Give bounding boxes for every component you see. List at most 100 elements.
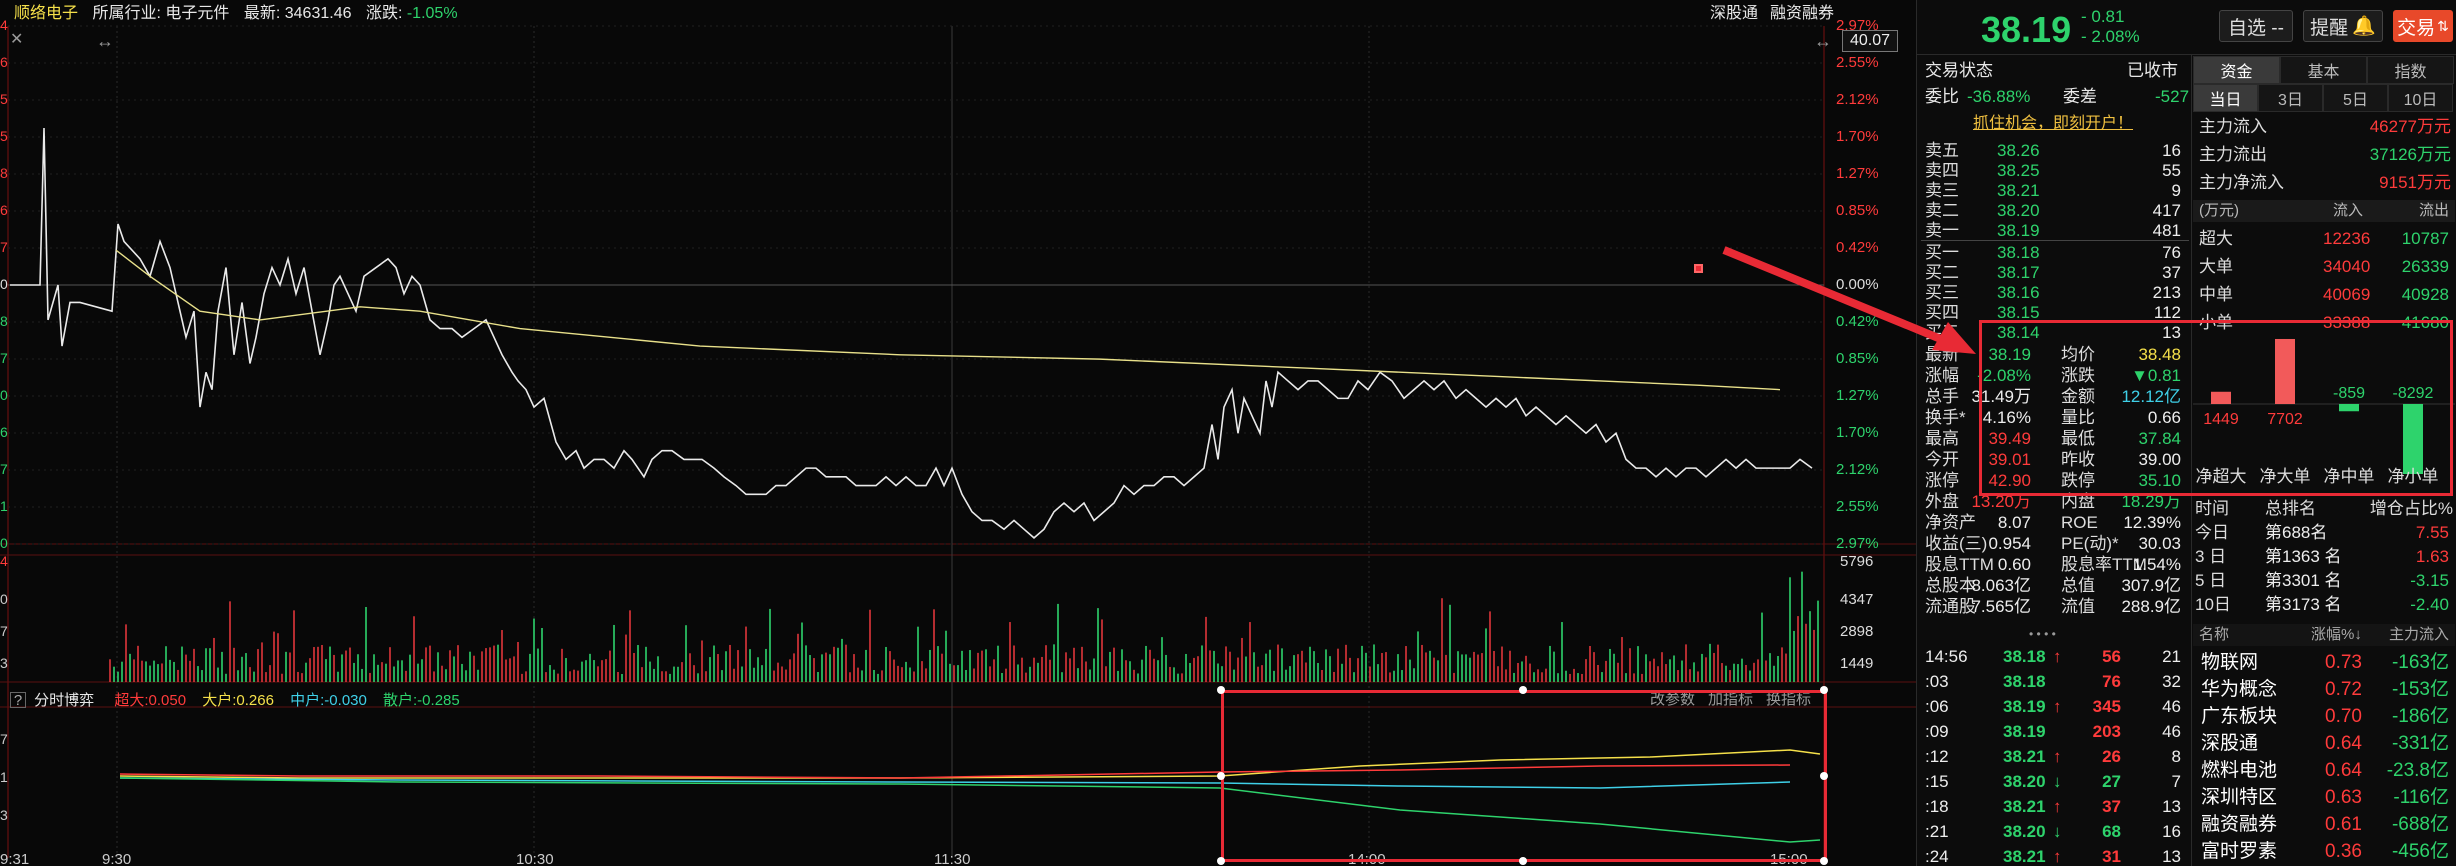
add-indicator-button[interactable]: 加指标 <box>1708 691 1754 708</box>
sector-row[interactable]: 广东板块 0.70 -186亿 <box>2193 706 2455 728</box>
order-level-label: 卖五 <box>1925 141 1959 160</box>
sector-header-pct[interactable]: 涨幅%↓ <box>2311 626 2362 643</box>
fund-tab[interactable]: 基本 <box>2280 56 2367 84</box>
order-volume: 55 <box>2162 161 2181 180</box>
handle-dot[interactable] <box>1820 857 1828 865</box>
intraday-chart-svg[interactable] <box>0 0 1916 866</box>
sell-row[interactable]: 卖三 38.21 9 <box>1917 180 2191 202</box>
buy-row[interactable]: 买三 38.16 213 <box>1917 282 2191 304</box>
sell-row[interactable]: 卖一 38.19 481 <box>1917 220 2191 242</box>
flow-out-value: 26339 <box>2401 257 2449 276</box>
sector-row[interactable]: 燃料电池 0.64 -23.8亿 <box>2193 760 2455 782</box>
stat-value: 30.03 <box>2138 534 2181 553</box>
period-tab[interactable]: 当日 <box>2193 84 2258 112</box>
tick-row[interactable]: :18 38.21 ↑ 37 13 <box>1917 796 2191 818</box>
stat-value: 38.48 <box>2138 345 2181 364</box>
stat-label: 最低 <box>2061 429 2095 448</box>
sector-row[interactable]: 富时罗素 0.36 -456亿 <box>2193 841 2455 863</box>
expand-icon[interactable]: ↔ <box>96 31 114 51</box>
volume-axis-left-label: 0 <box>0 591 8 607</box>
sector-flow: -163亿 <box>2391 652 2449 673</box>
more-dots-icon[interactable]: • • • • <box>2029 627 2056 641</box>
open-account-link[interactable]: 抓住机会，即刻开户！ <box>1973 115 2134 132</box>
sector-header-flow[interactable]: 主力流入 <box>2388 626 2449 643</box>
stat-value: 42.90 <box>1988 471 2031 490</box>
tick-row[interactable]: :24 38.21 ↑ 31 13 <box>1917 846 2191 866</box>
handle-dot[interactable] <box>1217 772 1225 780</box>
sector-name: 华为概念 <box>2201 679 2278 700</box>
handle-dot[interactable] <box>1820 772 1828 780</box>
expand-right-icon[interactable]: ↔ <box>1814 31 1832 51</box>
sector-row[interactable]: 华为概念 0.72 -153亿 <box>2193 679 2455 701</box>
link-margin[interactable]: 融资融券 <box>1770 5 1835 22</box>
tick-row[interactable]: :15 38.20 ↓ 27 7 <box>1917 771 2191 793</box>
marker-square[interactable] <box>1694 264 1703 273</box>
buy-row[interactable]: 买二 38.17 37 <box>1917 262 2191 284</box>
period-tab[interactable]: 3日 <box>2258 84 2323 112</box>
sector-header-name[interactable]: 名称 <box>2199 626 2230 643</box>
sell-row[interactable]: 卖二 38.20 417 <box>1917 200 2191 222</box>
handle-dot[interactable] <box>1820 686 1828 694</box>
trade-button[interactable]: 交易 ⇅ <box>2393 10 2453 42</box>
alert-button[interactable]: 提醒 🔔 <box>2303 10 2383 42</box>
favorite-button[interactable]: 自选 -- <box>2219 10 2293 42</box>
tick-row[interactable]: :09 38.19 203 46 <box>1917 721 2191 743</box>
tick-row[interactable]: 14:56 38.18 ↑ 56 21 <box>1917 646 2191 668</box>
stat-row: 涨幅 -2.08% 涨跌 ▼0.81 <box>1917 365 2191 387</box>
tick-row[interactable]: :21 38.20 ↓ 68 16 <box>1917 821 2191 843</box>
order-price: 38.14 <box>1997 323 2040 342</box>
handle-dot[interactable] <box>1217 686 1225 694</box>
change-value: -1.05% <box>406 5 458 22</box>
tick-row[interactable]: :06 38.19 ↑ 345 46 <box>1917 696 2191 718</box>
fund-tab[interactable]: 指数 <box>2367 56 2454 84</box>
sector-row[interactable]: 深圳特区 0.63 -116亿 <box>2193 787 2455 809</box>
order-price: 38.16 <box>1997 283 2040 302</box>
buy-row[interactable]: 买一 38.18 76 <box>1917 242 2191 264</box>
tick-row[interactable]: :03 38.18 76 32 <box>1917 671 2191 693</box>
status-value: 已收市 <box>2127 61 2178 80</box>
price-box: 40.07 <box>1842 30 1898 52</box>
sector-row[interactable]: 物联网 0.73 -163亿 <box>2193 652 2455 674</box>
rank-pct: 7.55 <box>2415 523 2449 542</box>
flow-label: 主力流出 <box>2199 145 2267 164</box>
handle-dot[interactable] <box>1217 857 1225 865</box>
buy-row[interactable]: 买四 38.15 112 <box>1917 302 2191 324</box>
sell-row[interactable]: 卖四 38.25 55 <box>1917 160 2191 182</box>
price-axis-label: 2.55% <box>1836 54 1879 71</box>
sector-row[interactable]: 融资融券 0.61 -688亿 <box>2193 814 2455 836</box>
period-tab[interactable]: 5日 <box>2323 84 2388 112</box>
stat-value: 0.66 <box>2147 408 2181 427</box>
price-axis-left-label: 7 <box>0 239 8 255</box>
quote-price: 38.19 <box>1981 9 2072 50</box>
change-param-button[interactable]: 改参数 <box>1650 691 1696 708</box>
sector-row[interactable]: 深股通 0.64 -331亿 <box>2193 733 2455 755</box>
rank-header-pct: 增仓占比% <box>2369 499 2453 518</box>
sell-row[interactable]: 卖五 38.26 16 <box>1917 140 2191 162</box>
time-axis-label: 11:30 <box>934 851 971 866</box>
quote-pct: - 2.08% <box>2081 27 2140 46</box>
chart-area[interactable]: 顺络电子 所属行业: 电子元件 最新: 34631.46 涨跌: -1.05% … <box>0 0 1916 866</box>
divider <box>2191 54 2192 866</box>
stat-label: PE(动)* <box>2061 534 2119 553</box>
tick-count: 46 <box>2162 722 2181 741</box>
period-tab[interactable]: 10日 <box>2388 84 2453 112</box>
order-volume: 481 <box>2152 221 2181 240</box>
fund-tab[interactable]: 资金 <box>2193 56 2280 84</box>
rank-pct: 1.63 <box>2415 547 2449 566</box>
switch-indicator-button[interactable]: 换指标 <box>1766 691 1812 708</box>
link-hk-connect[interactable]: 深股通 <box>1710 5 1759 22</box>
stat-label: 净资产 <box>1925 513 1976 532</box>
tick-volume: 27 <box>2102 772 2121 791</box>
tick-row[interactable]: :12 38.21 ↑ 26 8 <box>1917 746 2191 768</box>
close-icon[interactable]: ✕ <box>10 31 24 48</box>
rank-pct: -2.40 <box>2410 595 2449 614</box>
price-axis-label: 1.27% <box>1836 165 1879 182</box>
average-price-line <box>115 249 1781 391</box>
rank-header-time: 时间 <box>2195 499 2229 518</box>
price-axis-label: 0.85% <box>1836 202 1879 219</box>
stat-label: 涨跌 <box>2061 366 2095 385</box>
question-icon[interactable]: ? <box>10 692 26 708</box>
handle-dot[interactable] <box>1519 857 1527 865</box>
handle-dot[interactable] <box>1519 686 1527 694</box>
stat-label: 金额 <box>2061 387 2095 406</box>
